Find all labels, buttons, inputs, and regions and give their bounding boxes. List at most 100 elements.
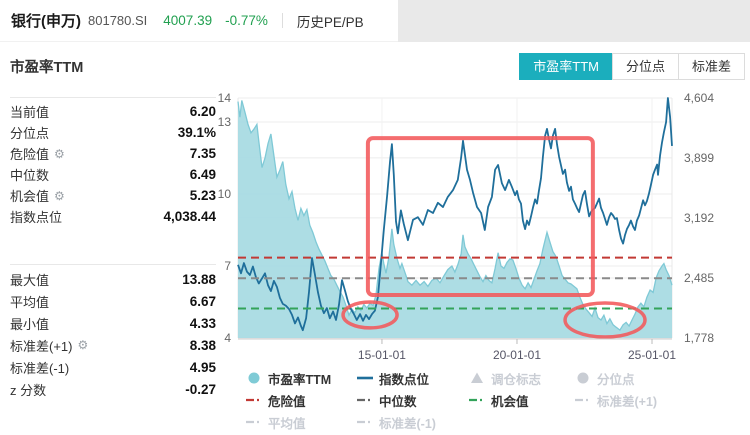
x-tick-label: 15-01-01 (358, 348, 406, 362)
dashdot-icon (469, 398, 485, 402)
stat-row-std-plus1: 标准差(+1) ⚙ 8.38 (10, 334, 216, 356)
topbar-stock-info: 银行(申万) 801780.SI 4007.39 -0.77% 历史PE/PB (0, 0, 398, 42)
legend-label: 机会值 (491, 394, 529, 409)
stat-value-max: 13.88 (182, 271, 216, 287)
stock-change: -0.77% (225, 13, 268, 28)
stat-label-min: 最小值 (10, 316, 50, 332)
dashdot-icon (246, 420, 262, 424)
stat-value-std-plus1: 8.38 (189, 337, 216, 353)
stat-row-median: 中位数 6.49 (10, 164, 216, 185)
stat-value-std-minus1: 4.95 (189, 359, 216, 375)
topbar: 银行(申万) 801780.SI 4007.39 -0.77% 历史PE/PB (0, 0, 750, 42)
stock-price: 4007.39 (163, 13, 213, 28)
dashdot-icon (246, 398, 262, 402)
legend-item-danger[interactable]: 危险值 (245, 393, 356, 409)
legend-item-percentile[interactable]: 分位点 (574, 371, 657, 387)
stat-label-percentile: 分位点 (10, 126, 50, 141)
circle-glyph (577, 372, 589, 384)
stat-row-z-score: z 分数 -0.27 (10, 378, 216, 400)
dashdot-icon (575, 398, 591, 402)
page-title: 市盈率TTM (10, 60, 84, 76)
dashdot-icon (357, 420, 373, 424)
legend-item-index-points[interactable]: 指数点位 (356, 371, 468, 387)
chart-canvas[interactable]: 14 13 10 7 4 4,604 3,899 3,192 2,485 1,778 15-01-0… (215, 88, 750, 370)
legend-item-std-plus1[interactable]: 标准差(+1) (574, 393, 658, 409)
y-left-tick-label: 10 (218, 187, 232, 201)
tab-pe-ttm[interactable]: 市盈率TTM (519, 53, 613, 80)
stat-label-max: 最大值 (10, 272, 50, 288)
dashdot-icon (357, 398, 373, 402)
stat-value-z-score: -0.27 (185, 381, 216, 397)
legend-item-median[interactable]: 中位数 (356, 393, 468, 409)
pe-area-edge (237, 100, 673, 332)
annotation-ellipse (563, 301, 647, 339)
stat-row-min: 最小值 4.33 (10, 312, 216, 334)
legend-item-rebalance-flag[interactable]: 调仓标志 (468, 371, 574, 387)
stat-label-danger: 危险值 ⚙ (10, 146, 65, 162)
stat-row-avg: 平均值 6.67 (10, 290, 216, 312)
tab-percentile-point[interactable]: 分位点 (611, 53, 679, 80)
stat-value-danger: 7.35 (189, 146, 216, 161)
stat-row-opportunity: 机会值 ⚙ 5.23 (10, 185, 216, 206)
stat-label-opportunity: 机会值 ⚙ (10, 188, 65, 204)
legend-label: 危险值 (268, 394, 306, 409)
y-left-tick-label: 7 (224, 259, 231, 273)
legend-label: 标准差(+1) (597, 394, 658, 409)
legend-label: 指数点位 (379, 372, 430, 387)
x-tick-label: 25-01-01 (628, 348, 676, 362)
stat-label-current: 当前值 (10, 105, 50, 120)
stat-value-percentile: 39.1% (177, 125, 216, 140)
y-right-tick-label: 3,899 (684, 151, 714, 165)
stat-value-median: 6.49 (189, 167, 216, 182)
stat-row-index-points: 指数点位 4,038.44 (10, 206, 216, 227)
stat-value-index-points: 4,038.44 (163, 209, 216, 224)
y-right-tick-label: 2,485 (684, 271, 714, 285)
stat-row-current: 当前值 6.20 (10, 101, 216, 122)
y-left-tick-label: 4 (224, 331, 231, 345)
legend-item-average[interactable]: 平均值 (245, 415, 356, 431)
header-divider (281, 13, 283, 28)
stat-label-median: 中位数 (10, 168, 50, 183)
stat-label-std-plus1: 标准差(+1) ⚙ (10, 338, 89, 354)
y-right-tick-label: 3,192 (684, 211, 714, 225)
stats-group-history: 最大值 13.88 平均值 6.67 最小值 4.33 标准差(+1) ⚙ 8.38 标准差(-1… (10, 264, 216, 400)
stat-value-current: 6.20 (189, 104, 216, 119)
legend-item-opportunity[interactable]: 机会值 (468, 393, 574, 409)
stat-row-std-minus1: 标准差(-1) 4.95 (10, 356, 216, 378)
circle-icon (577, 372, 589, 384)
stat-label-z-score: z 分数 (10, 382, 47, 398)
tab-std-dev[interactable]: 标准差 (677, 53, 745, 80)
legend-label: 平均值 (268, 416, 306, 431)
x-tick-label: 20-01-01 (493, 348, 541, 362)
triangle-glyph (471, 372, 483, 383)
legend-label: 标准差(-1) (379, 416, 436, 431)
stat-value-opportunity: 5.23 (189, 188, 216, 203)
stat-label-avg: 平均值 (10, 294, 50, 310)
index-line-series (237, 97, 673, 332)
line-icon (357, 376, 373, 380)
stat-row-max: 最大值 13.88 (10, 268, 216, 290)
legend-label: 分位点 (597, 372, 635, 387)
y-right-tick-label: 4,604 (684, 91, 714, 105)
stats-group-current: 当前值 6.20 分位点 39.1% 危险值 ⚙ 7.35 中位数 6.49 机会值 ⚙ 5.23 指数… (10, 97, 216, 227)
y-right-tick-label: 1,778 (684, 331, 714, 345)
legend-item-std-minus1[interactable]: 标准差(-1) (356, 415, 468, 431)
menu-history-pepb[interactable]: 历史PE/PB (296, 14, 364, 30)
gear-icon[interactable]: ⚙ (77, 338, 89, 352)
gear-icon[interactable]: ⚙ (54, 188, 65, 203)
stat-value-min: 4.33 (189, 315, 216, 331)
pe-chart[interactable]: 14 13 10 7 4 4,604 3,899 3,192 2,485 1,778 15-01-0… (215, 88, 750, 435)
legend-label: 市盈率TTM (268, 372, 332, 387)
legend-label: 调仓标志 (491, 372, 542, 387)
metric-tabs: 市盈率TTM 分位点 标准差 (519, 53, 745, 80)
annotation-ellipse (341, 300, 399, 330)
circle-glyph (248, 372, 260, 384)
gear-icon[interactable]: ⚙ (54, 146, 65, 161)
stock-code: 801780.SI (88, 13, 148, 28)
stock-name: 银行(申万) (11, 13, 81, 30)
triangle-icon (471, 372, 483, 383)
legend-item-pe-ttm[interactable]: 市盈率TTM (245, 371, 356, 387)
stat-row-percentile: 分位点 39.1% (10, 122, 216, 143)
y-left-tick-label: 13 (218, 115, 232, 129)
stat-label-index-points: 指数点位 (10, 210, 63, 225)
